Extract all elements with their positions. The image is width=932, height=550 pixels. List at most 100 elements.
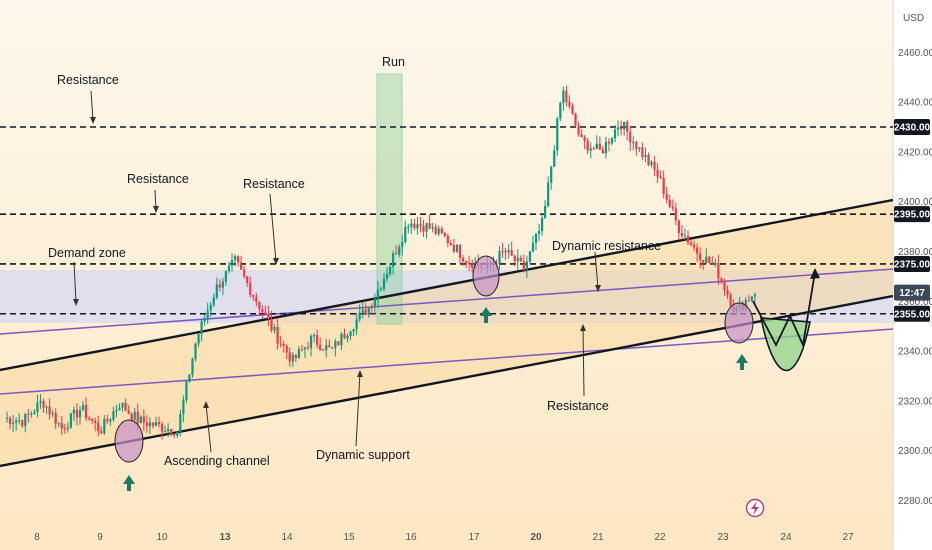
annotation-resistance: Resistance bbox=[547, 399, 609, 413]
candle-body bbox=[431, 226, 434, 229]
candle-body bbox=[395, 253, 398, 255]
price-tag: 2355.00 bbox=[894, 305, 931, 322]
candle-body bbox=[297, 349, 300, 359]
candle-body bbox=[723, 281, 726, 291]
candle-body bbox=[139, 416, 142, 424]
x-tick-label: 23 bbox=[717, 532, 729, 543]
candle-body bbox=[325, 345, 328, 351]
svg-text:2375.00: 2375.00 bbox=[894, 259, 931, 270]
candle-body bbox=[167, 429, 170, 432]
candle-body bbox=[519, 257, 522, 262]
candle-body bbox=[385, 273, 389, 279]
candle-body bbox=[136, 411, 139, 424]
candle-body bbox=[425, 223, 428, 232]
x-tick-label: 21 bbox=[592, 532, 604, 543]
candle-body bbox=[419, 224, 422, 226]
candle-body bbox=[753, 294, 756, 297]
candle-body bbox=[194, 343, 197, 359]
candle-body bbox=[51, 413, 54, 415]
lightning-icon[interactable] bbox=[745, 498, 765, 518]
candle-body bbox=[303, 347, 307, 350]
dynamic-resistance-line bbox=[0, 268, 894, 335]
candle-body bbox=[699, 253, 702, 261]
candle-body bbox=[522, 261, 525, 270]
candle-body bbox=[148, 422, 152, 427]
candle-body bbox=[510, 250, 513, 256]
candle-body bbox=[647, 155, 650, 165]
candle-body bbox=[112, 411, 115, 420]
candle-body bbox=[164, 431, 167, 433]
candle-body bbox=[674, 208, 677, 221]
candle-body bbox=[677, 220, 680, 234]
candle-body bbox=[540, 218, 544, 232]
candle-body bbox=[218, 284, 221, 288]
price-tag: 12:47 bbox=[894, 284, 930, 301]
candle-body bbox=[258, 301, 261, 310]
candle-body bbox=[334, 341, 337, 348]
annotation-arrowheads bbox=[73, 117, 601, 408]
candle-body bbox=[48, 406, 51, 415]
candle-body bbox=[279, 343, 282, 345]
candle-body bbox=[197, 334, 200, 344]
channel-upper-line bbox=[0, 198, 894, 372]
candle-body bbox=[88, 418, 91, 420]
candle-body bbox=[18, 420, 21, 422]
candle-body bbox=[176, 431, 179, 436]
candle-body bbox=[127, 410, 130, 414]
candle-body bbox=[680, 233, 684, 237]
candle-body bbox=[42, 401, 45, 408]
candle-body bbox=[100, 431, 103, 434]
annotation-dynamic-support: Dynamic support bbox=[316, 448, 410, 462]
candle-body bbox=[562, 90, 565, 103]
candle-body bbox=[556, 118, 559, 151]
candle-body bbox=[236, 256, 240, 263]
candle-body bbox=[413, 223, 416, 229]
candle-body bbox=[130, 413, 133, 420]
candle-body bbox=[577, 125, 580, 135]
candle-body bbox=[309, 336, 313, 349]
svg-text:12:47: 12:47 bbox=[899, 288, 925, 299]
candle-body bbox=[224, 271, 228, 282]
candle-body bbox=[115, 409, 118, 412]
annotation-resistance: Resistance bbox=[243, 177, 305, 191]
candle-body bbox=[24, 414, 27, 426]
candle-body bbox=[668, 199, 671, 207]
candle-body bbox=[659, 176, 662, 178]
candle-body bbox=[440, 228, 443, 234]
candle-body bbox=[322, 349, 325, 351]
price-tag: 2375.00 bbox=[894, 255, 931, 272]
candle-body bbox=[604, 141, 608, 154]
candle-body bbox=[8, 417, 12, 424]
candle-body bbox=[550, 166, 553, 183]
candle-body bbox=[571, 105, 574, 114]
candle-body bbox=[665, 193, 668, 200]
candle-body bbox=[610, 138, 614, 144]
candle-body bbox=[81, 405, 85, 411]
candle-body bbox=[191, 358, 194, 375]
candle-body bbox=[170, 429, 173, 435]
candle-body bbox=[291, 354, 294, 362]
price-tags: 2430.00 2395.00 2375.00 12:47 2355.00 bbox=[894, 119, 931, 322]
candle-body bbox=[221, 281, 224, 288]
candle-body bbox=[21, 420, 24, 426]
candle-body bbox=[750, 296, 753, 301]
svg-text:2430.00: 2430.00 bbox=[894, 123, 931, 134]
candle-body bbox=[653, 161, 656, 170]
candle-body bbox=[215, 284, 218, 298]
svg-text:2395.00: 2395.00 bbox=[894, 210, 931, 221]
candle-body bbox=[54, 413, 57, 424]
candle-body bbox=[534, 233, 538, 243]
candle-body bbox=[103, 418, 106, 434]
candle-body bbox=[352, 329, 355, 332]
candle-body bbox=[331, 347, 334, 349]
candle-body bbox=[361, 309, 364, 313]
y-tick-label: 2420.00 bbox=[898, 147, 932, 158]
candle-body bbox=[15, 420, 18, 423]
candle-body bbox=[212, 297, 215, 305]
candle-body bbox=[547, 182, 550, 207]
candle-body bbox=[203, 318, 206, 322]
candle-body bbox=[343, 333, 346, 339]
candle-body bbox=[471, 262, 474, 268]
up-arrow-icon bbox=[736, 354, 748, 370]
